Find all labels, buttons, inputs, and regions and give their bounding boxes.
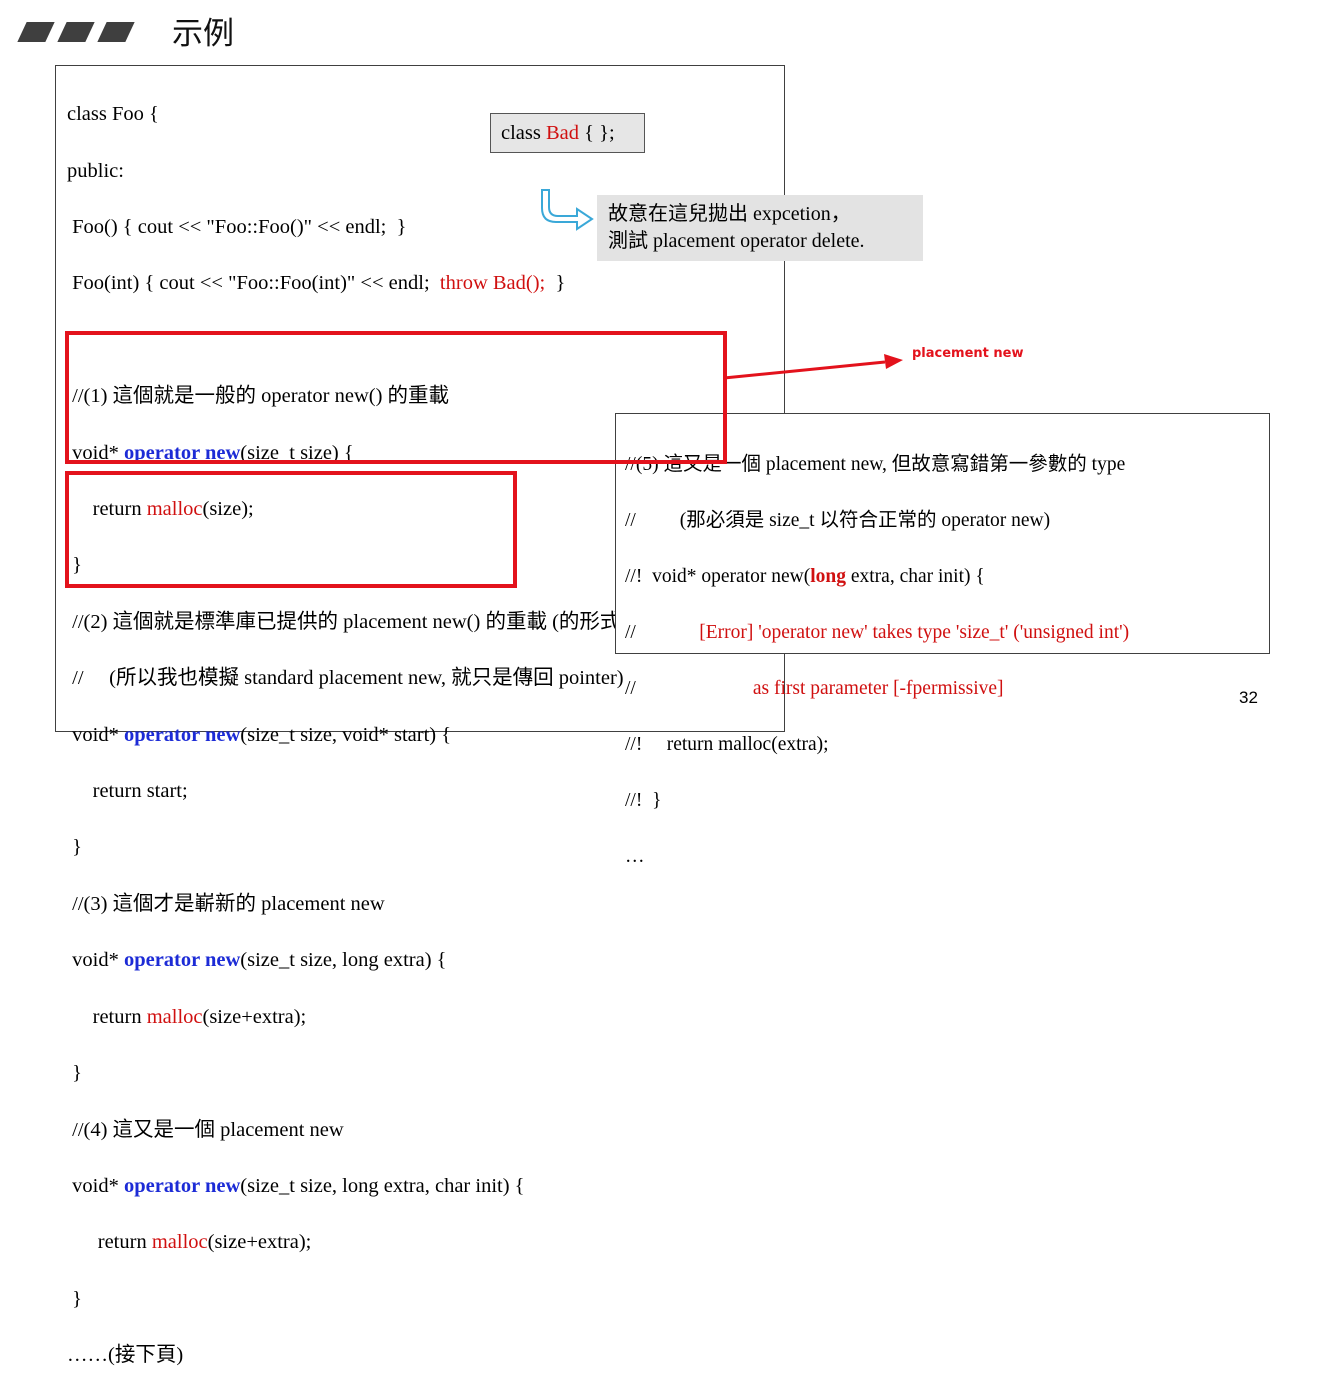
comment-line: //(5) 這又是一個 placement new, 但故意寫錯第一參數的 ty… [625,454,1126,475]
note-line: 測試 placement operator delete. [608,230,865,252]
code-text: return [67,1005,147,1028]
malloc-call: malloc [151,1231,208,1254]
code-text: // [625,678,753,699]
code-line: void* operator new(size_t size) { [67,439,627,467]
curved-arrow-icon [541,189,594,231]
highlight-standard-placement-new [65,331,727,464]
comment-line: // (所以我也模擬 standard placement new, 就只是傳回… [67,667,624,690]
code-line: // [Error] 'operator new' takes type 'si… [625,619,1129,647]
code-text: (size+extra); [207,1231,312,1254]
code-text: (size_t size, long extra, char init) { [240,1174,525,1197]
code-text: } [545,272,566,295]
comment-line: // (那必須是 size_t 以符合正常的 operator new) [625,510,1051,531]
code-text: (size); [202,498,254,521]
code-line: } [67,1287,82,1310]
code-line: return start; [67,780,188,803]
error-message: [Error] 'operator new' takes type 'size_… [699,622,1130,643]
annotation-overlay [541,189,903,380]
code-line: void* operator new(size_t size, void* st… [67,721,627,749]
bad-class-name: Bad [545,122,580,144]
slide-title: 示例 [172,16,234,52]
code-line: class Foo { [67,103,159,126]
placement-new-label: placement new [912,346,1024,361]
error-message: as first parameter [-fpermissive] [752,678,1004,699]
code-text: (size_t size, long extra) { [240,949,447,972]
malloc-call: malloc [146,498,203,521]
code-line: } [67,836,82,859]
highlight-new-placement-new [65,471,517,588]
throw-statement: throw Bad(); [439,272,546,295]
code-line: //! void* operator new(long extra, char … [625,563,1129,591]
code-line: void* operator new(size_t size, long ext… [67,1172,627,1200]
keyword-operator-new: operator new [123,949,241,972]
code-text: return [67,1231,152,1254]
bad-class-suffix: { }; [579,122,615,144]
code-line: return malloc(size+extra); [67,1003,627,1031]
comment-line: //(4) 這又是一個 placement new [67,1118,344,1141]
code-text: void* [67,723,124,746]
code-line: return malloc(size); [67,495,627,523]
arrow-line [723,360,886,380]
code-line: void* operator new(size_t size, long ext… [67,946,627,974]
code-line: //! return malloc(extra); [625,734,829,755]
arrow-head-icon [884,354,903,369]
malloc-call: malloc [146,1005,203,1028]
code-line: // as first parameter [-fpermissive] [625,675,1129,703]
code-text: void* [67,1174,124,1197]
bad-class-callout: class Bad { }; [490,113,645,153]
second-code-listing: //(5) 這又是一個 placement new, 但故意寫錯第一參數的 ty… [625,423,1129,899]
code-line: return malloc(size+extra); [67,1228,627,1256]
code-text: void* [67,949,124,972]
code-line: Foo() { cout << "Foo::Foo()" << endl; } [67,216,407,239]
code-line: Foo(int) { cout << "Foo::Foo(int)" << en… [67,269,627,297]
code-text: void* [67,441,124,464]
continued-next-page: ……(接下頁) [67,1344,184,1367]
keyword-operator-new: operator new [123,1174,241,1197]
code-text: Foo(int) { cout << "Foo::Foo(int)" << en… [67,272,440,295]
comment-line: //(2) 這個就是標準庫已提供的 placement new() 的重載 (的… [67,610,628,633]
code-text: (size_t size, void* start) { [240,723,452,746]
keyword-operator-new: operator new [123,723,241,746]
code-text: // [625,622,700,643]
comment-line: //(3) 這個才是嶄新的 placement new [67,892,385,915]
page-number: 32 [1239,688,1258,707]
code-line: } [67,1062,82,1085]
code-text: //! void* operator new( [625,566,811,587]
code-text: (size_t size) { [240,441,354,464]
code-line: } [67,554,82,577]
code-line: … [625,846,645,867]
bad-class-prefix: class [501,122,546,144]
code-text: (size+extra); [202,1005,307,1028]
code-text: return [67,498,147,521]
code-line: public: [67,159,124,182]
comment-line: //(1) 這個就是一般的 operator new() 的重載 [67,385,450,408]
keyword-operator-new: operator new [123,441,241,464]
wrong-type-long: long [810,566,846,587]
code-line: //! } [625,790,662,811]
exception-note: 故意在這兒拋出 expcetion， 測試 placement operator … [597,195,923,261]
code-text: extra, char init) { [845,566,985,587]
note-line: 故意在這兒拋出 expcetion， [608,203,851,225]
